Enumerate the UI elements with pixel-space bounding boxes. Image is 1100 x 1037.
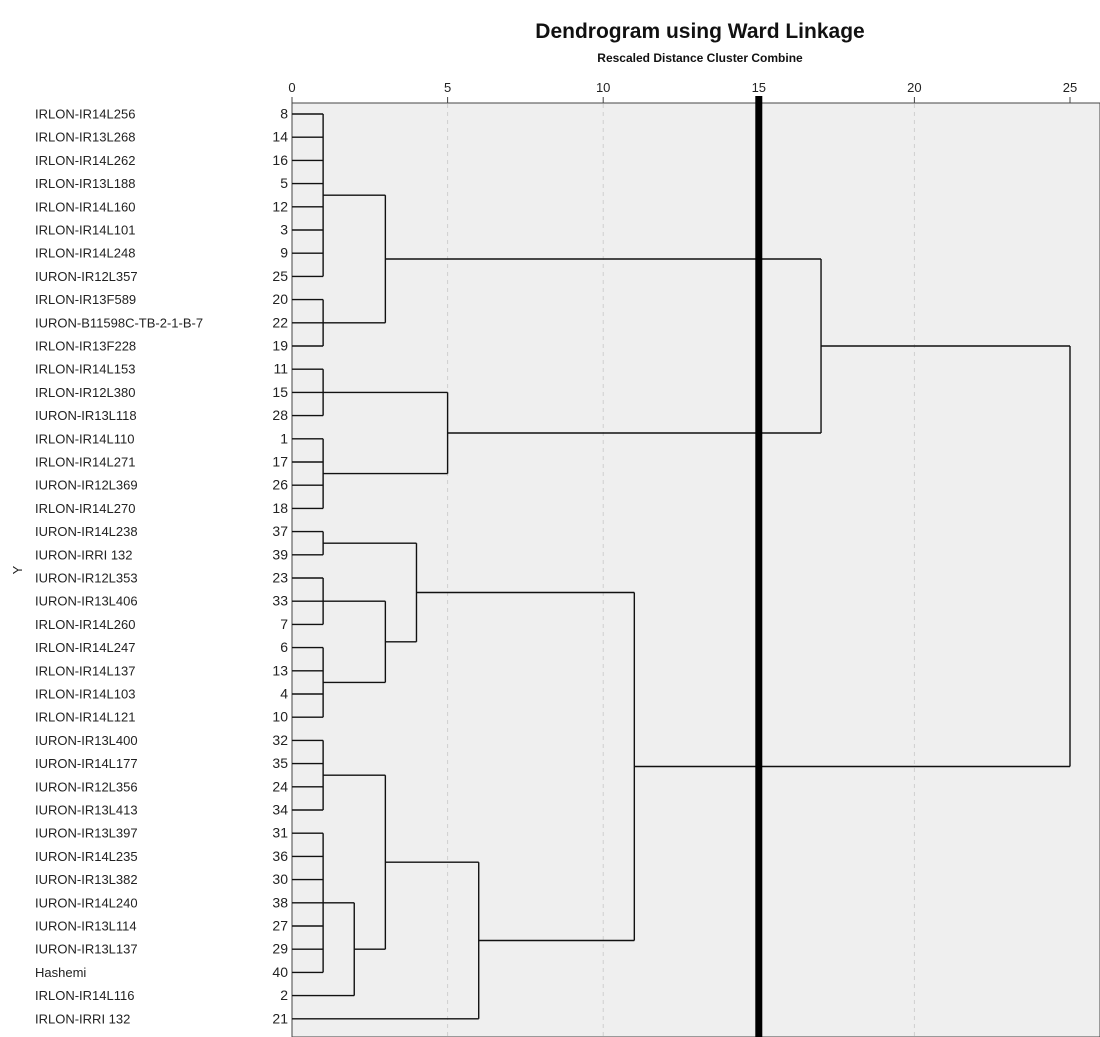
case-number: 8 bbox=[280, 106, 288, 122]
leaf-label: IRLON-IR14L153 bbox=[35, 362, 135, 377]
leaf-label: IRLON-IR14L247 bbox=[35, 640, 135, 655]
case-number: 18 bbox=[272, 500, 288, 516]
case-number: 17 bbox=[272, 454, 288, 470]
case-number: 23 bbox=[272, 570, 288, 586]
case-number: 15 bbox=[272, 384, 288, 400]
leaf-label: IRLON-IR14L160 bbox=[35, 199, 135, 214]
leaf-label: IURON-IR13L114 bbox=[35, 919, 137, 934]
leaf-label: IURON-IRRI 132 bbox=[35, 547, 133, 562]
case-number: 5 bbox=[280, 175, 288, 191]
tick-label: 0 bbox=[288, 80, 295, 95]
case-number: 10 bbox=[272, 709, 288, 725]
case-number: 39 bbox=[272, 546, 288, 562]
leaf-label: IRLON-IR13F589 bbox=[35, 292, 136, 307]
case-number: 4 bbox=[280, 686, 288, 702]
plot-area bbox=[291, 102, 1100, 1037]
leaf-label: IURON-IR13L406 bbox=[35, 594, 138, 609]
leaf-label: IURON-IR14L240 bbox=[35, 895, 138, 910]
leaf-label: IURON-IR12L356 bbox=[35, 779, 138, 794]
case-number: 19 bbox=[272, 338, 288, 354]
leaf-label: IURON-IR13L400 bbox=[35, 733, 138, 748]
dendrogram-links bbox=[292, 113, 1071, 1020]
case-number: 38 bbox=[272, 894, 288, 910]
case-number: 35 bbox=[272, 755, 288, 771]
leaf-label: IRLON-IR14L248 bbox=[35, 246, 135, 261]
leaf-label: IRLON-IR14L260 bbox=[35, 617, 135, 632]
case-number: 36 bbox=[272, 848, 288, 864]
case-number: 26 bbox=[272, 477, 288, 493]
x-axis-ticks: 0 5 10 15 20 25 bbox=[288, 80, 1077, 103]
case-number: 6 bbox=[280, 639, 288, 655]
leaf-label: IURON-IR12L357 bbox=[35, 269, 138, 284]
case-number: 24 bbox=[272, 778, 288, 794]
case-number: 14 bbox=[272, 129, 288, 145]
case-number: 28 bbox=[272, 407, 288, 423]
leaf-label: IURON-IR13L397 bbox=[35, 826, 138, 841]
case-number: 34 bbox=[272, 802, 288, 818]
case-number: 2 bbox=[280, 987, 288, 1003]
leaf-label: IRLON-IR14L271 bbox=[35, 455, 135, 470]
case-number: 22 bbox=[272, 314, 288, 330]
leaf-label: IRLON-IR13L268 bbox=[35, 130, 135, 145]
tick-label: 20 bbox=[907, 80, 921, 95]
case-number: 32 bbox=[272, 732, 288, 748]
leaf-label: IURON-IR14L235 bbox=[35, 849, 138, 864]
case-number: 25 bbox=[272, 268, 288, 284]
case-number: 27 bbox=[272, 918, 288, 934]
tick-label: 25 bbox=[1063, 80, 1077, 95]
leaf-label: IRLON-IR13L188 bbox=[35, 176, 135, 191]
case-number: 9 bbox=[280, 245, 288, 261]
leaf-label: IURON-IR12L353 bbox=[35, 571, 138, 586]
leaf-label: IRLON-IR14L101 bbox=[35, 223, 135, 238]
tick-label: 10 bbox=[596, 80, 610, 95]
case-number: 13 bbox=[272, 662, 288, 678]
case-number: 40 bbox=[272, 964, 288, 980]
leaf-label: IRLON-IR14L110 bbox=[35, 431, 134, 446]
leaf-label: IRLON-IRRI 132 bbox=[35, 1011, 130, 1026]
leaf-label: IURON-IR13L382 bbox=[35, 872, 138, 887]
case-number: 30 bbox=[272, 871, 288, 887]
leaf-label: IRLON-IR14L116 bbox=[35, 988, 134, 1003]
chart-subtitle: Rescaled Distance Cluster Combine bbox=[597, 51, 803, 65]
tick-label: 15 bbox=[752, 80, 766, 95]
case-number: 12 bbox=[272, 198, 288, 214]
leaf-label: IRLON-IR14L121 bbox=[35, 710, 135, 725]
leaf-label: IRLON-IR13F228 bbox=[35, 339, 136, 354]
case-number: 3 bbox=[280, 222, 288, 238]
y-axis-label: Y bbox=[10, 565, 25, 574]
case-number: 20 bbox=[272, 291, 288, 307]
tick-label: 5 bbox=[444, 80, 451, 95]
case-number: 1 bbox=[280, 430, 288, 446]
chart-title: Dendrogram using Ward Linkage bbox=[535, 20, 864, 43]
leaf-label: IRLON-IR14L270 bbox=[35, 501, 135, 516]
leaf-label: IRLON-IR14L137 bbox=[35, 663, 135, 678]
leaf-label: IURON-B11598C-TB-2-1-B-7 bbox=[35, 315, 203, 330]
case-number: 7 bbox=[280, 616, 288, 632]
leaf-label: IRLON-IR12L380 bbox=[35, 385, 135, 400]
leaf-label: IRLON-IR14L262 bbox=[35, 153, 135, 168]
case-number: 31 bbox=[272, 825, 288, 841]
case-number: 33 bbox=[272, 593, 288, 609]
leaf-label: IURON-IR13L118 bbox=[35, 408, 137, 423]
leaf-label: IURON-IR13L413 bbox=[35, 803, 138, 818]
case-number: 16 bbox=[272, 152, 288, 168]
leaf-label: IRLON-IR14L256 bbox=[35, 107, 135, 122]
leaf-label: IURON-IR14L238 bbox=[35, 524, 138, 539]
leaf-label: IRLON-IR14L103 bbox=[35, 687, 135, 702]
case-number: 11 bbox=[273, 361, 288, 377]
case-number: 37 bbox=[272, 523, 288, 539]
leaf-label: Hashemi bbox=[35, 965, 86, 980]
leaf-label: IURON-IR12L369 bbox=[35, 478, 138, 493]
case-number: 29 bbox=[272, 941, 288, 957]
case-number: 21 bbox=[272, 1010, 288, 1026]
leaf-label: IURON-IR13L137 bbox=[35, 942, 138, 957]
leaf-label: IURON-IR14L177 bbox=[35, 756, 138, 771]
